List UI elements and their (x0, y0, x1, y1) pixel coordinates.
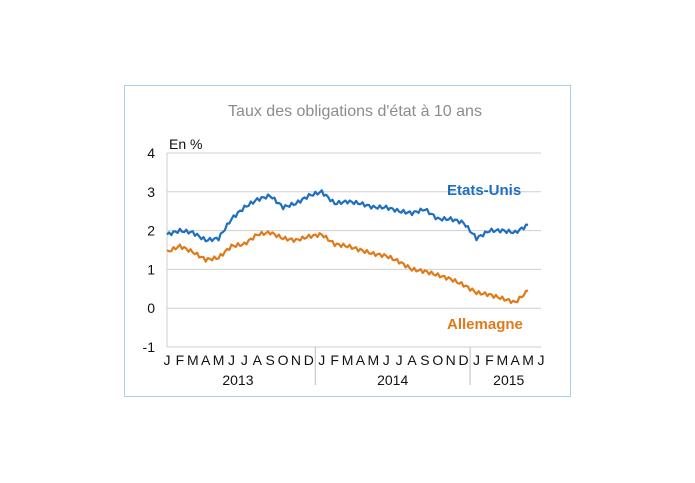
x-tick-label: D (304, 352, 314, 368)
y-axis-ticks: 4 3 2 1 0 -1 (143, 145, 156, 355)
y-axis-unit-label: En % (169, 136, 202, 152)
series-line-etats-unis (166, 189, 529, 243)
x-tick-label: J (228, 352, 235, 368)
x-tick-label: S (420, 352, 429, 368)
x-tick-label: M (213, 352, 225, 368)
x-tick-label: J (383, 352, 390, 368)
y-tick-label: 2 (147, 223, 155, 239)
x-tick-label: F (485, 352, 494, 368)
x-tick-label: D (459, 352, 469, 368)
x-year-label: 2013 (222, 372, 253, 388)
series-line-allemagne (166, 230, 529, 305)
x-tick-label: A (511, 352, 521, 368)
x-tick-label: J (164, 352, 171, 368)
x-tick-label: M (342, 352, 354, 368)
x-tick-label: J (396, 352, 403, 368)
x-tick-label: J (473, 352, 480, 368)
x-tick-label: A (407, 352, 417, 368)
x-tick-label: M (522, 352, 534, 368)
x-tick-label: F (330, 352, 339, 368)
x-year-label: 2014 (377, 372, 408, 388)
y-tick-label: 4 (147, 145, 155, 161)
x-tick-label: J (538, 352, 545, 368)
y-tick-label: 3 (147, 184, 155, 200)
series-layer (166, 189, 529, 305)
y-tick-label: -1 (143, 339, 156, 355)
x-tick-label: M (496, 352, 508, 368)
y-tick-label: 1 (147, 261, 155, 277)
series-label-allemagne: Allemagne (447, 316, 523, 333)
x-tick-label: O (432, 352, 443, 368)
y-tick-label: 0 (147, 300, 155, 316)
x-tick-label: N (291, 352, 301, 368)
x-tick-label: M (368, 352, 380, 368)
x-tick-label: S (266, 352, 275, 368)
gridlines (167, 152, 541, 348)
series-label-etats-unis: Etats-Unis (447, 182, 521, 199)
x-tick-label: O (278, 352, 289, 368)
x-tick-label: M (187, 352, 199, 368)
chart-title: Taux des obligations d'état à 10 ans (228, 103, 482, 120)
x-tick-label: A (253, 352, 263, 368)
x-tick-label: J (318, 352, 325, 368)
x-tick-label: J (241, 352, 248, 368)
x-year-label: 2015 (493, 372, 524, 388)
x-tick-label: F (176, 352, 185, 368)
line-chart: Taux des obligations d'état à 10 ans 4 3 2… (143, 103, 545, 388)
x-tick-label: A (201, 352, 211, 368)
x-tick-label: N (446, 352, 456, 368)
chart-frame: Taux des obligations d'état à 10 ans 4 3 2… (124, 85, 571, 397)
x-tick-label: A (356, 352, 366, 368)
